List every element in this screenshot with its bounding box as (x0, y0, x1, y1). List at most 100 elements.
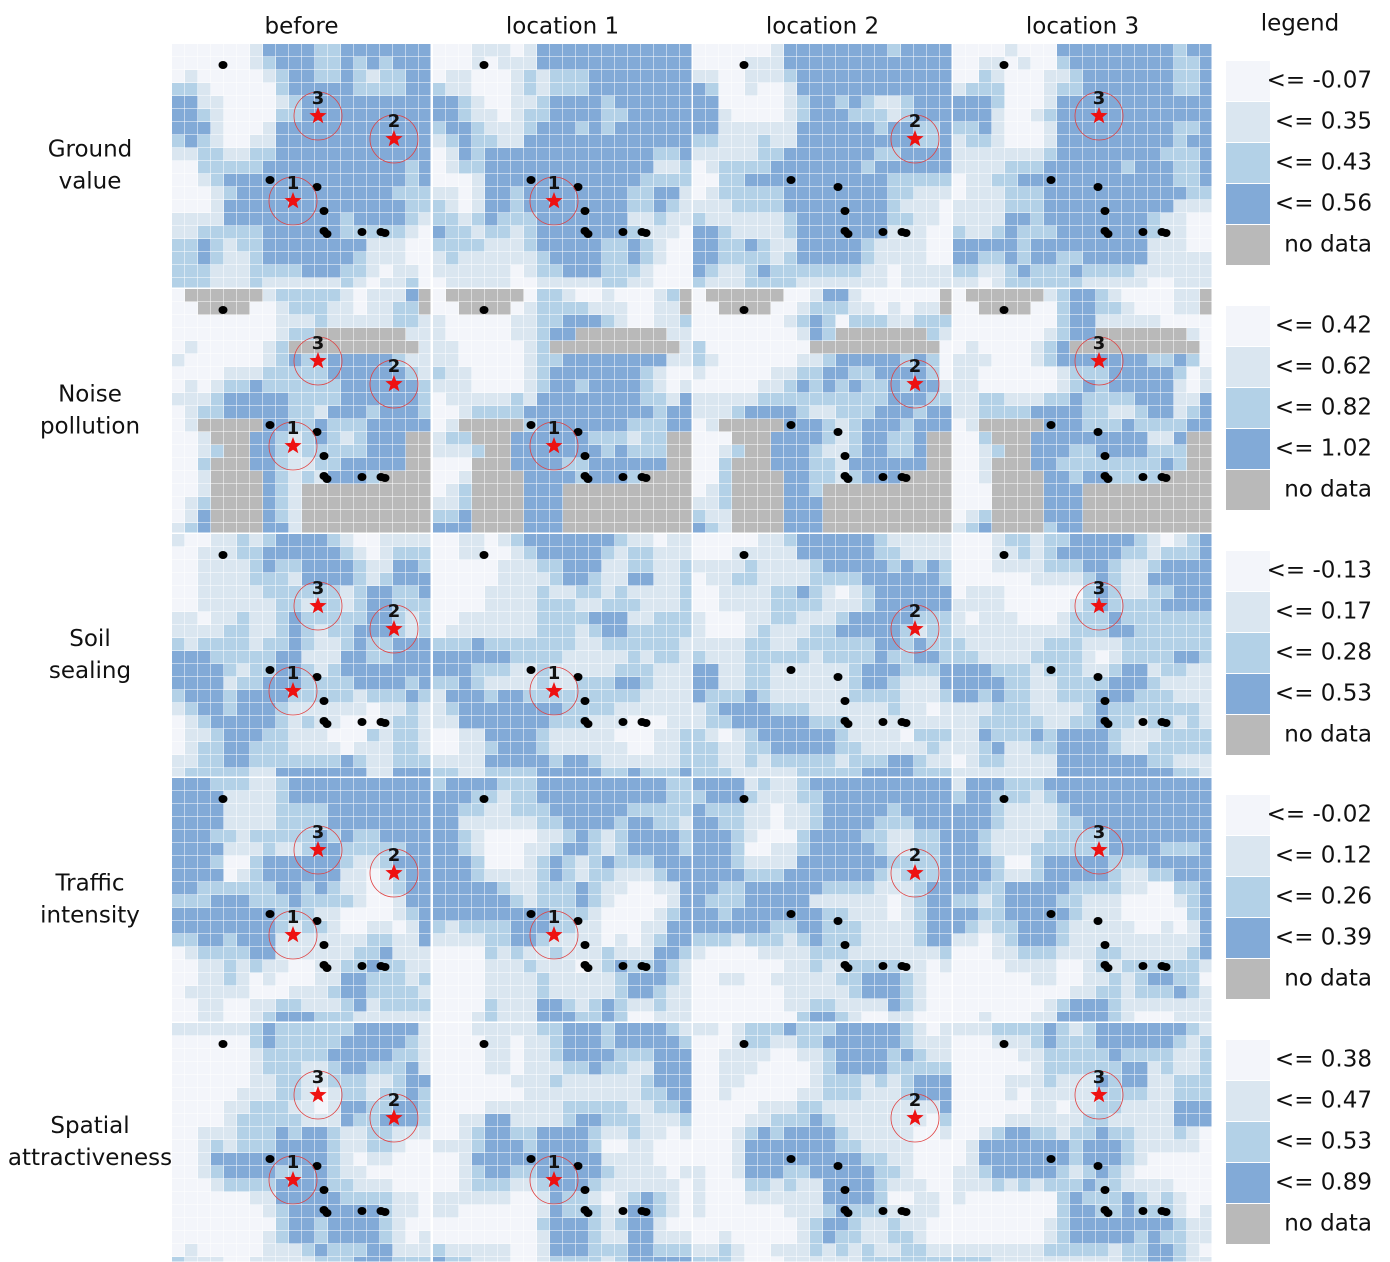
map-cell (1174, 83, 1187, 96)
map-cell (380, 523, 393, 533)
map-cell (328, 664, 341, 677)
map-cell (758, 768, 771, 777)
map-cell (406, 278, 419, 288)
map-cell (393, 341, 406, 354)
map-cell (576, 547, 589, 560)
map-cell (862, 755, 875, 768)
map-cell (1044, 406, 1057, 419)
map-cell (172, 70, 185, 83)
map-cell (797, 664, 810, 677)
map-cell (1174, 534, 1187, 547)
map-cell (537, 716, 550, 729)
map-cell (172, 148, 185, 161)
map-cell (1109, 187, 1122, 200)
map-cell (224, 690, 237, 703)
map-cell (1044, 547, 1057, 560)
map-cell (823, 200, 836, 213)
map-cell (1057, 57, 1070, 70)
map-cell (602, 161, 615, 174)
map-cell (784, 742, 797, 755)
map-cell (836, 315, 849, 328)
map-cell (953, 83, 966, 96)
map-cell (185, 367, 198, 380)
map-cell (563, 419, 576, 432)
map-cell (836, 573, 849, 586)
candidate-label: 2 (909, 356, 922, 377)
map-cell (979, 213, 992, 226)
map-cell (810, 497, 823, 510)
map-cell (419, 690, 431, 703)
map-cell (849, 690, 862, 703)
map-cell (224, 187, 237, 200)
map-cell (667, 406, 680, 419)
map-cell (459, 638, 472, 651)
map-cell (498, 135, 511, 148)
map-cell (328, 534, 341, 547)
map-cell (1031, 122, 1044, 135)
map-cell (1044, 510, 1057, 523)
map-cell (1148, 651, 1161, 664)
map-cell (680, 122, 692, 135)
map-cell (888, 432, 901, 445)
map-cell (1018, 200, 1031, 213)
map-cell (419, 830, 431, 843)
map-cell (511, 573, 524, 586)
map-cell (419, 869, 431, 882)
map-cell (302, 625, 315, 638)
map-cell (354, 83, 367, 96)
map-cell (914, 677, 927, 690)
map-cell (419, 44, 431, 57)
map-cell (1109, 677, 1122, 690)
map-cell (237, 135, 250, 148)
map-cell (289, 278, 302, 288)
map-cell (862, 510, 875, 523)
map-cell (680, 83, 692, 96)
map-cell (927, 252, 940, 265)
map-cell (719, 458, 732, 471)
candidate-label: 1 (548, 173, 561, 194)
map-cell (1018, 547, 1031, 560)
map-cell (615, 612, 628, 625)
map-cell (953, 560, 966, 573)
map-cell (940, 547, 952, 560)
map-cell (380, 804, 393, 817)
map-cell (654, 432, 667, 445)
map-cell (172, 458, 185, 471)
map-cell (433, 302, 446, 315)
map-cell (927, 83, 940, 96)
map-cell (732, 278, 745, 288)
map-cell (1187, 664, 1200, 677)
map-cell (1161, 239, 1174, 252)
map-cell (732, 315, 745, 328)
map-cell (563, 252, 576, 265)
map-cell (810, 354, 823, 367)
map-cell (367, 573, 380, 586)
map-cell (732, 213, 745, 226)
map-cell (1200, 265, 1212, 278)
map-cell (719, 547, 732, 560)
map-cell (654, 612, 667, 625)
map-cell (1044, 573, 1057, 586)
map-cell (732, 122, 745, 135)
map-cell (719, 44, 732, 57)
map-cell (289, 148, 302, 161)
map-cell (263, 70, 276, 83)
map-cell (784, 560, 797, 573)
map-cell (1031, 44, 1044, 57)
map-cell (1148, 252, 1161, 265)
map-cell (172, 869, 185, 882)
map-cell (289, 265, 302, 278)
map-cell (1031, 729, 1044, 742)
map-cell (875, 70, 888, 83)
map-cell (901, 690, 914, 703)
map-cell (224, 432, 237, 445)
map-cell (524, 239, 537, 252)
map-cell (667, 612, 680, 625)
map-cell (172, 560, 185, 573)
map-cell (459, 497, 472, 510)
map-cell (914, 638, 927, 651)
map-cell (1031, 393, 1044, 406)
map-cell (185, 354, 198, 367)
map-cell (276, 83, 289, 96)
map-cell (263, 109, 276, 122)
